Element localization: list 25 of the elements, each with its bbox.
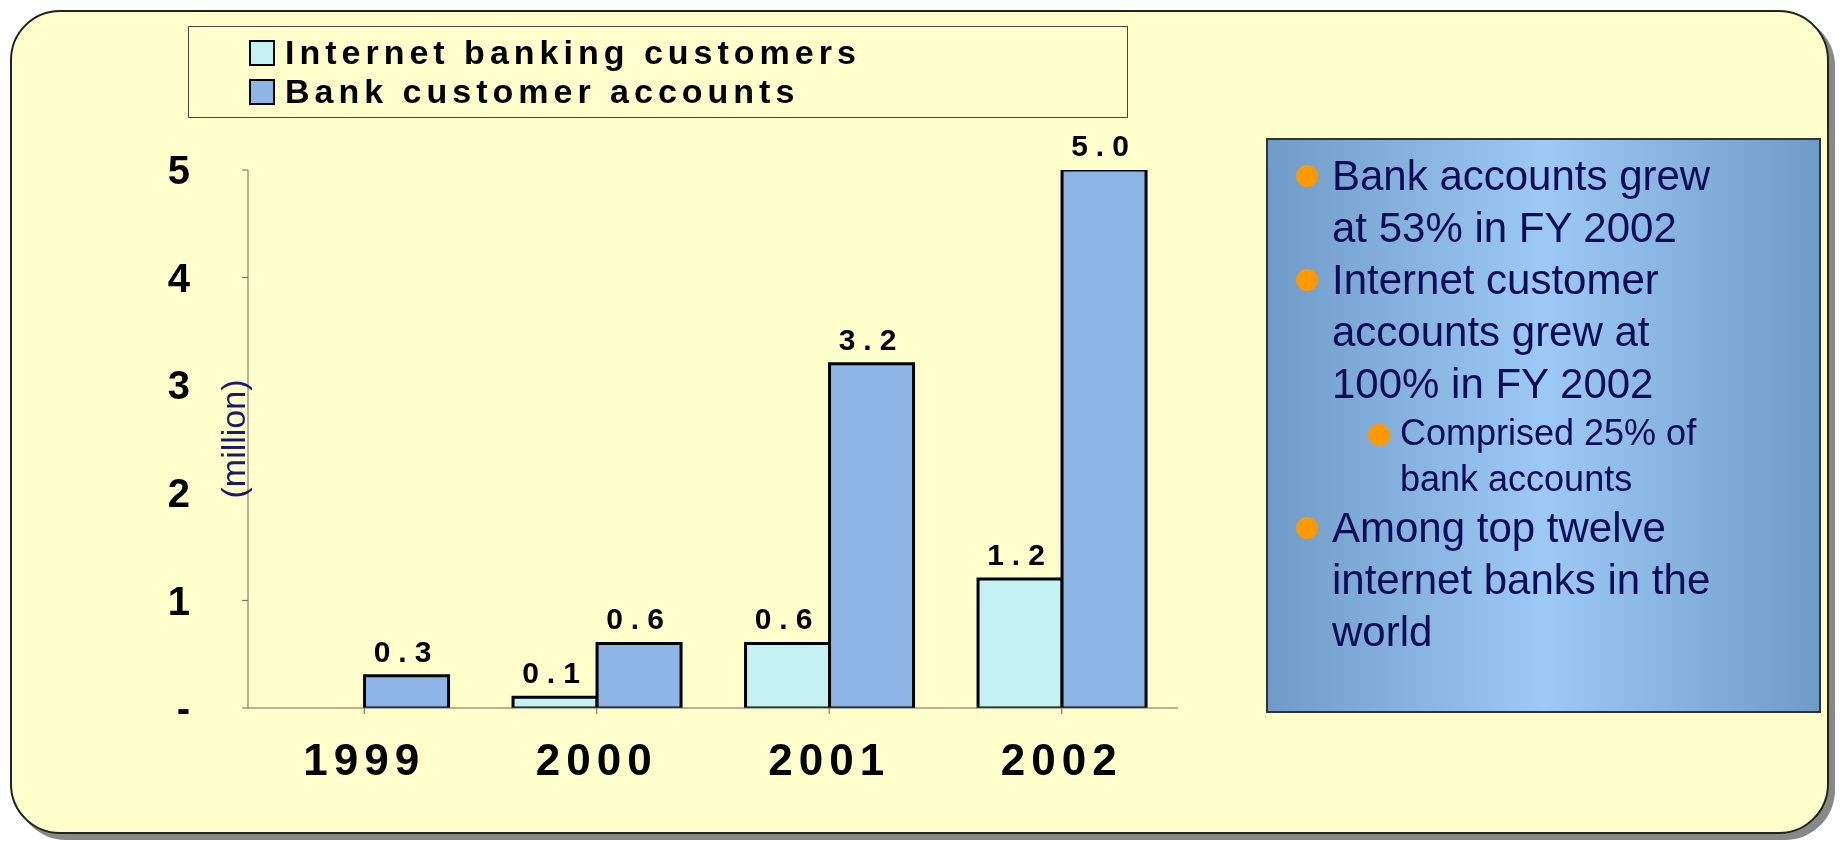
- data-label: 5.0: [1071, 129, 1137, 162]
- data-label: 3.2: [838, 322, 905, 356]
- data-label: 0.1: [522, 656, 588, 690]
- y-tick-label: 5: [167, 148, 190, 193]
- y-tick-label: -: [176, 686, 190, 731]
- x-tick-label: 2000: [535, 735, 658, 785]
- bar: [363, 674, 451, 708]
- y-tick-label: 1: [167, 578, 190, 623]
- y-axis-title: (million): [214, 379, 253, 499]
- data-label: 0.6: [606, 602, 672, 636]
- legend-label: Internet banking customers: [285, 33, 861, 72]
- data-label: 0.6: [754, 602, 821, 636]
- y-tick-label: 2: [167, 471, 190, 515]
- legend-label: Bank customer accounts: [285, 72, 800, 111]
- text: Internet customer accounts grew at 100% in FY 2002: [1332, 256, 1659, 407]
- x-tick-label: 2002: [1000, 735, 1123, 785]
- text: Among top twelve internet banks in the world: [1332, 504, 1711, 655]
- data-label: 0.3: [373, 634, 440, 668]
- data-label: 1.2: [987, 537, 1053, 571]
- text: Comprised 25% of bank accounts: [1400, 412, 1697, 499]
- x-tick-label: 2001: [768, 735, 891, 785]
- x-tick-label: 1999: [303, 735, 426, 785]
- y-tick-label: 3: [167, 363, 190, 408]
- text: Bank accounts grew at 53% in FY 2002: [1332, 152, 1711, 251]
- y-tick-label: 4: [167, 255, 191, 300]
